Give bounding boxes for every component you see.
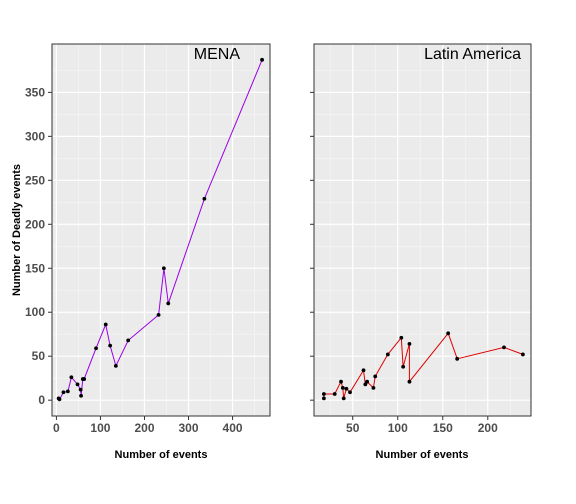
data-point: [407, 341, 412, 346]
major-gridlines: [314, 44, 531, 416]
data-point: [161, 266, 166, 271]
panel-title-mena: MENA: [194, 46, 241, 63]
data-point: [113, 363, 118, 368]
data-point: [341, 396, 346, 401]
data-point: [79, 393, 83, 398]
data-point: [126, 338, 131, 343]
panel-border: [51, 43, 271, 417]
data-point: [94, 346, 98, 351]
data-point: [348, 390, 352, 395]
x-tick-label: 50: [346, 421, 360, 435]
axis-tick-marks: [48, 91, 234, 420]
major-gridlines: [52, 44, 270, 416]
data-point: [202, 196, 207, 201]
panel-title-latin-america: Latin America: [424, 46, 521, 63]
data-point: [365, 379, 370, 384]
minor-gridlines: [52, 44, 270, 416]
plot-background: [52, 44, 270, 416]
x-tick-label: 200: [134, 421, 154, 435]
data-point: [340, 385, 345, 390]
x-tick-label: 0: [53, 421, 60, 435]
x-tick-labels: 50 100 150 200: [346, 421, 498, 435]
y-tick-label: 0: [38, 393, 45, 407]
panel-mena: 0 100 200 300 400 0 50 100 150 200 250 300 350 MENA…: [11, 43, 271, 461]
data-point: [75, 382, 80, 387]
x-axis-label-mena: Number of events: [115, 449, 208, 461]
data-point: [78, 387, 83, 392]
data-point: [108, 343, 113, 348]
data-point: [385, 352, 390, 357]
series-latin-america: [323, 332, 524, 399]
x-tick-label: 300: [179, 421, 199, 435]
y-tick-label: 50: [32, 349, 46, 363]
x-tick-labels: 0 100 200 300 400: [53, 421, 243, 435]
data-point: [455, 356, 460, 361]
axis-tick-marks: [310, 91, 489, 420]
points-latin-america: [322, 331, 525, 401]
points-mena: [56, 57, 264, 402]
data-point: [446, 331, 451, 336]
x-tick-label: 400: [223, 421, 243, 435]
series-mena: [58, 59, 263, 401]
data-point: [361, 368, 366, 373]
data-point: [371, 385, 376, 390]
x-tick-label: 150: [433, 421, 453, 435]
data-point: [322, 392, 326, 396]
panel-latin-america: 50 100 150 200 Latin America Number of even…: [310, 43, 532, 461]
plot-background: [314, 44, 531, 416]
series-line: [323, 332, 524, 399]
y-tick-label: 150: [25, 261, 45, 275]
x-tick-label: 100: [388, 421, 408, 435]
data-point: [502, 345, 506, 350]
data-point: [339, 379, 343, 384]
panel-border: [313, 43, 532, 417]
x-axis-label-latin-america: Number of events: [376, 449, 469, 461]
data-point: [156, 312, 161, 317]
data-point: [260, 57, 264, 62]
data-point: [407, 379, 412, 384]
data-point: [344, 386, 349, 391]
data-point: [520, 352, 525, 357]
data-point: [166, 301, 171, 306]
y-tick-label: 300: [25, 129, 45, 143]
data-point: [103, 322, 108, 327]
data-point: [401, 364, 406, 369]
y-tick-label: 350: [25, 85, 45, 99]
y-tick-label: 200: [25, 217, 45, 231]
data-point: [65, 389, 70, 394]
y-tick-label: 100: [25, 305, 45, 319]
data-point: [57, 397, 62, 402]
y-tick-label: 250: [25, 173, 45, 187]
data-point: [373, 374, 378, 379]
series-line: [58, 59, 263, 401]
data-point: [61, 390, 66, 395]
data-point: [332, 392, 337, 396]
y-axis-label: Number of Deadly events: [11, 164, 23, 296]
data-point: [399, 335, 404, 340]
y-tick-labels: 0 50 100 150 200 250 300 350: [25, 85, 45, 407]
minor-gridlines: [314, 44, 531, 416]
x-tick-label: 100: [90, 421, 110, 435]
data-point: [82, 377, 87, 381]
x-tick-label: 200: [478, 421, 498, 435]
data-point: [69, 375, 74, 380]
data-point: [322, 396, 326, 401]
